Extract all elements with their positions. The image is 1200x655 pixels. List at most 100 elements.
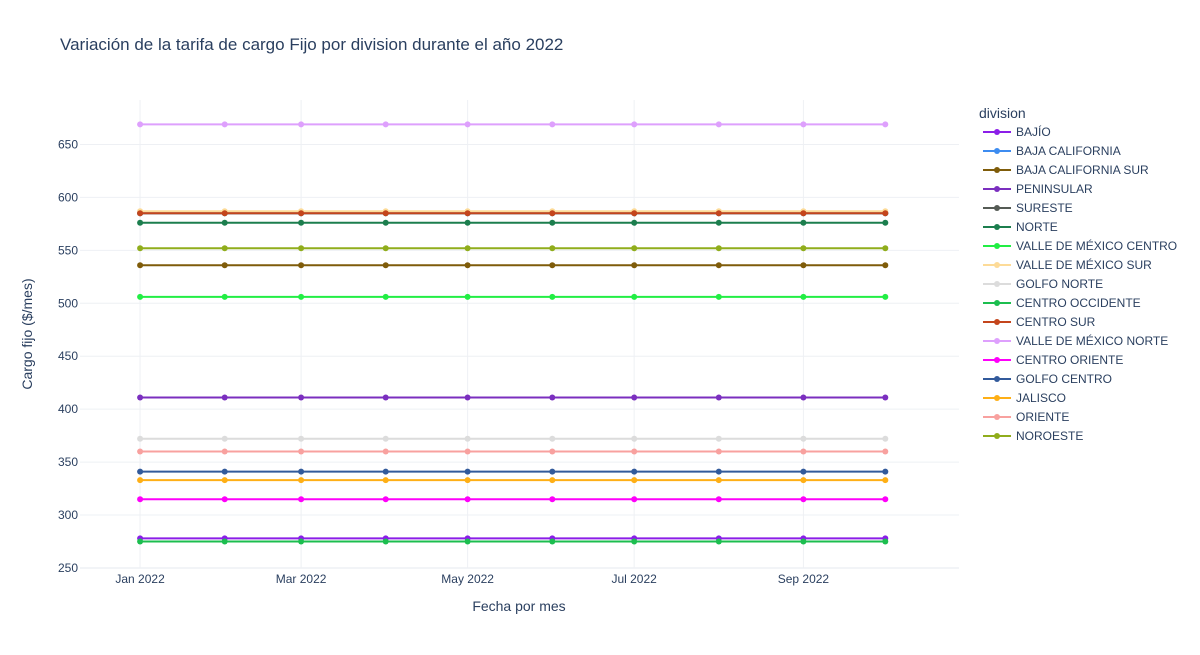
data-point (298, 121, 305, 128)
data-point (221, 448, 228, 455)
legend-swatch-marker (994, 205, 1000, 211)
legend-item[interactable]: BAJÍO (983, 124, 1051, 139)
data-point (715, 448, 722, 455)
legend-item[interactable]: GOLFO CENTRO (983, 372, 1112, 386)
data-point (715, 394, 722, 401)
data-point (221, 245, 228, 252)
legend-item[interactable]: NOROESTE (983, 429, 1083, 443)
data-point (715, 538, 722, 545)
data-point (882, 435, 889, 442)
data-point (382, 468, 389, 475)
data-point (715, 219, 722, 226)
series-5 (137, 219, 889, 226)
data-point (715, 435, 722, 442)
y-tick-label: 400 (58, 402, 78, 416)
y-tick-label: 450 (58, 349, 78, 363)
data-point (298, 219, 305, 226)
data-point (631, 468, 638, 475)
data-point (298, 394, 305, 401)
data-point (715, 477, 722, 484)
data-point (715, 210, 722, 217)
legend-item[interactable]: PENINSULAR (983, 182, 1093, 196)
data-point (882, 496, 889, 503)
data-point (800, 496, 807, 503)
data-point (549, 219, 556, 226)
legend-swatch-marker (994, 148, 1000, 154)
legend-swatch-marker (994, 281, 1000, 287)
data-point (631, 210, 638, 217)
data-point (882, 210, 889, 217)
legend-label: CENTRO SUR (1016, 315, 1096, 329)
legend-swatch-marker (994, 300, 1000, 306)
data-point (382, 293, 389, 300)
legend-label: BAJA CALIFORNIA SUR (1016, 163, 1149, 177)
legend-label: BAJÍO (1016, 124, 1051, 139)
data-point (464, 262, 471, 269)
legend-item[interactable]: ORIENTE (983, 410, 1069, 424)
data-point (382, 496, 389, 503)
legend-item[interactable]: BAJA CALIFORNIA SUR (983, 163, 1149, 177)
data-point (464, 468, 471, 475)
data-point (137, 219, 144, 226)
data-point (800, 293, 807, 300)
series-15 (137, 448, 889, 455)
legend-item[interactable]: CENTRO ORIENTE (983, 353, 1123, 367)
data-point (298, 477, 305, 484)
legend-item[interactable]: JALISCO (983, 391, 1066, 405)
legend-item[interactable]: NORTE (983, 220, 1058, 234)
legend-swatch-marker (994, 376, 1000, 382)
data-point (137, 293, 144, 300)
series-6 (137, 293, 889, 300)
legend-swatch-marker (994, 224, 1000, 230)
legend-label: ORIENTE (1016, 410, 1069, 424)
legend-swatch-marker (994, 129, 1000, 135)
data-point (221, 496, 228, 503)
data-point (631, 262, 638, 269)
data-point (631, 448, 638, 455)
legend-swatch-marker (994, 395, 1000, 401)
legend-item[interactable]: CENTRO SUR (983, 315, 1096, 329)
data-point (298, 448, 305, 455)
series-14 (137, 477, 889, 484)
data-point (549, 262, 556, 269)
legend-item[interactable]: SURESTE (983, 201, 1073, 215)
data-point (137, 210, 144, 217)
data-point (882, 394, 889, 401)
data-point (800, 477, 807, 484)
data-point (549, 435, 556, 442)
data-point (549, 468, 556, 475)
series-12 (137, 496, 889, 503)
legend-item[interactable]: GOLFO NORTE (983, 277, 1103, 291)
data-point (800, 448, 807, 455)
legend-items[interactable]: BAJÍO BAJA CALIFORNIA BAJA CALIFORNIA SUR P… (983, 124, 1177, 443)
legend-item[interactable]: VALLE DE MÉXICO CENTRO (983, 238, 1177, 253)
data-point (800, 394, 807, 401)
legend-label: BAJA CALIFORNIA (1016, 144, 1121, 158)
series-3 (137, 394, 889, 401)
data-point (800, 121, 807, 128)
legend-item[interactable]: BAJA CALIFORNIA (983, 144, 1121, 158)
legend-swatch-marker (994, 414, 1000, 420)
data-point (137, 477, 144, 484)
data-point (882, 468, 889, 475)
x-axis-title: Fecha por mes (472, 598, 565, 614)
legend[interactable]: division BAJÍO BAJA CALIFORNIA BAJA CALIFO… (979, 105, 1177, 443)
legend-swatch-marker (994, 243, 1000, 249)
data-point (882, 293, 889, 300)
data-point (137, 245, 144, 252)
data-point (800, 210, 807, 217)
legend-label: SURESTE (1016, 201, 1073, 215)
x-tick-label: Mar 2022 (276, 572, 327, 586)
data-point (298, 468, 305, 475)
data-point (715, 293, 722, 300)
legend-item[interactable]: CENTRO OCCIDENTE (983, 296, 1141, 310)
legend-item[interactable]: VALLE DE MÉXICO SUR (983, 257, 1152, 272)
legend-label: VALLE DE MÉXICO SUR (1016, 257, 1152, 272)
data-point (298, 245, 305, 252)
legend-swatch-marker (994, 338, 1000, 344)
data-point (464, 219, 471, 226)
data-point (221, 394, 228, 401)
data-point (800, 245, 807, 252)
legend-item[interactable]: VALLE DE MÉXICO NORTE (983, 333, 1168, 348)
